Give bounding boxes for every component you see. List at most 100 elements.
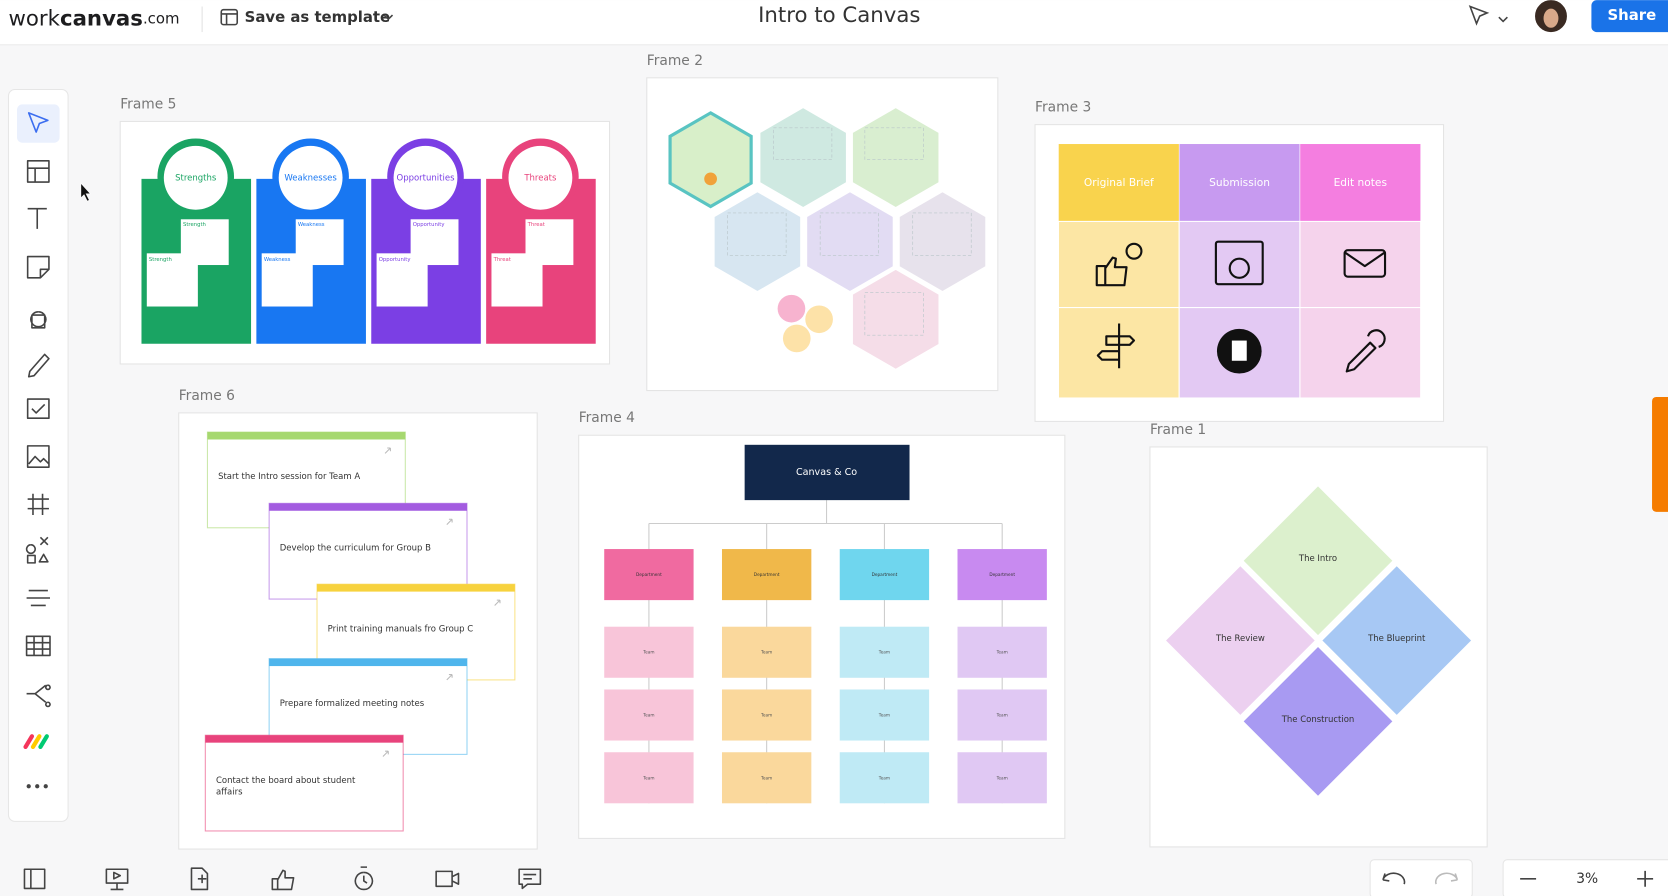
department-label: Department — [989, 572, 1015, 578]
side-tab[interactable] — [1652, 396, 1668, 512]
template-icon — [220, 8, 239, 26]
hexagon-content — [864, 292, 924, 336]
history-box — [1369, 859, 1473, 896]
task-note-stripe — [207, 432, 406, 440]
diamond-label: The Blueprint — [1367, 634, 1426, 644]
swot-note — [261, 253, 313, 307]
bottom-tool-icon[interactable] — [518, 868, 542, 890]
zoom-level[interactable]: 3% — [1576, 871, 1598, 887]
tool-icon[interactable] — [27, 493, 49, 516]
task-note-stripe — [205, 735, 404, 743]
tool-icon[interactable] — [26, 255, 50, 279]
tool-active-bg — [17, 104, 60, 143]
tool-icon[interactable] — [26, 589, 50, 607]
board-title: Intro to Canvas — [758, 3, 920, 28]
tool-icon[interactable] — [26, 398, 50, 420]
tool-icon[interactable] — [26, 684, 51, 708]
tool-icon[interactable] — [27, 112, 49, 133]
swot-note-text: Threat — [493, 257, 511, 263]
frame-label: Frame 3 — [1035, 100, 1091, 116]
team-box — [721, 626, 812, 678]
expand-icon — [494, 599, 501, 606]
team-label: Team — [642, 713, 654, 719]
grid-header-cell — [1178, 143, 1301, 222]
swot-note — [376, 253, 428, 307]
tool-icon[interactable] — [30, 311, 47, 329]
swot-title: Weaknesses — [284, 173, 337, 183]
expand-icon — [384, 447, 391, 454]
bottom-tool-icon[interactable] — [190, 867, 209, 891]
bottom-tool-icon[interactable] — [105, 868, 129, 891]
undo-icon[interactable] — [1382, 872, 1406, 885]
share-label[interactable]: Share — [1607, 6, 1656, 24]
tool-icon[interactable] — [26, 445, 50, 468]
department-box — [839, 549, 930, 601]
team-box — [839, 626, 930, 678]
team-box — [721, 689, 812, 741]
bottom-tool-icon[interactable] — [23, 868, 46, 890]
task-note-text: Develop the curriculum for Group B — [280, 543, 431, 553]
swot-note-text: Strength — [183, 222, 206, 228]
task-note-stripe — [269, 503, 467, 511]
task-note — [204, 734, 404, 832]
task-note-stripe — [317, 584, 515, 592]
expand-icon — [382, 750, 389, 757]
more-dot[interactable] — [43, 784, 48, 789]
toolbar — [7, 88, 69, 822]
more-dot[interactable] — [26, 784, 31, 789]
team-box — [721, 752, 812, 804]
team-box — [604, 626, 694, 678]
team-box — [957, 626, 1047, 678]
chevron — [383, 14, 394, 21]
save-template-button[interactable]: Save as template — [220, 8, 394, 26]
frame-label: Frame 2 — [647, 53, 703, 69]
apps-logo-stroke[interactable] — [38, 734, 49, 750]
save-template-label[interactable]: Save as template — [245, 8, 390, 26]
apps-logo-stroke[interactable] — [23, 734, 35, 750]
team-label: Team — [996, 713, 1008, 719]
hexagon — [851, 106, 940, 209]
bottom-tool-icon[interactable] — [271, 869, 295, 891]
thumbs-up-icon — [1095, 256, 1128, 287]
share-button[interactable]: Share — [1591, 0, 1668, 33]
diamond-label: The Intro — [1298, 554, 1337, 564]
signpost-icon — [1096, 323, 1136, 369]
document-page — [1231, 340, 1247, 361]
hexagon-content — [773, 127, 833, 161]
task-note-stripe — [269, 658, 467, 667]
zoom-in[interactable] — [1637, 870, 1654, 887]
tool-icon[interactable] — [26, 159, 50, 183]
swot-note — [146, 253, 198, 307]
hexagon-content — [727, 212, 787, 256]
present-chevron — [1498, 16, 1508, 23]
tool-icon[interactable] — [27, 353, 50, 378]
redo-icon[interactable] — [1434, 872, 1459, 885]
flower — [805, 305, 833, 334]
grid-header-cell — [1299, 143, 1421, 222]
swot-circle — [508, 145, 573, 210]
apps-logo-stroke[interactable] — [30, 734, 42, 750]
team-box — [604, 689, 694, 741]
avatar-face — [1543, 8, 1559, 28]
present-icon[interactable] — [1468, 5, 1490, 26]
more-dot[interactable] — [35, 784, 40, 789]
hexagon — [806, 191, 894, 293]
logo: workcanvas.com — [9, 6, 180, 31]
tool-icon[interactable] — [25, 635, 51, 657]
frame-label: Frame 4 — [579, 410, 635, 426]
tool-icon[interactable] — [25, 536, 49, 564]
gear-icon — [1228, 257, 1250, 279]
team-label: Team — [878, 713, 890, 719]
swot-circle — [163, 145, 228, 210]
frame-label: Frame 5 — [120, 96, 176, 112]
mouse-cursor — [80, 182, 92, 202]
diamond-label: The Review — [1215, 634, 1265, 644]
root-box — [744, 444, 910, 501]
expand-icon — [446, 518, 453, 525]
diamond-label: The Construction — [1281, 715, 1355, 725]
bottom-tool-icon[interactable] — [435, 870, 460, 888]
share-bg — [1591, 0, 1668, 33]
bottom-tool-icon[interactable] — [354, 866, 374, 891]
tool-icon[interactable] — [27, 207, 47, 229]
